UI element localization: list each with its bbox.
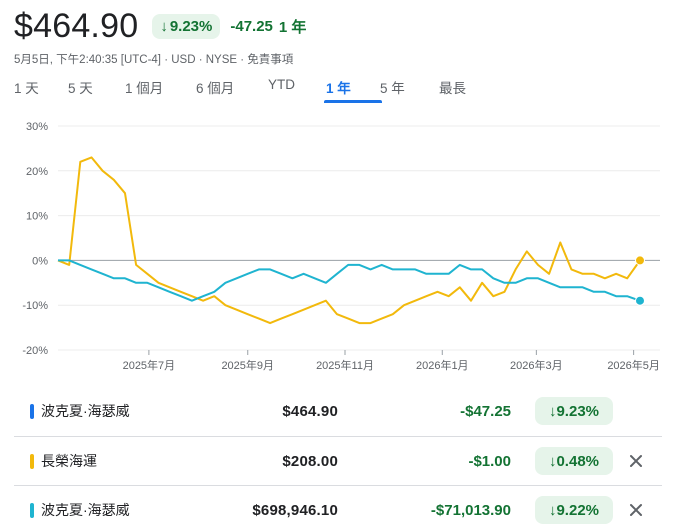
tab-ytd[interactable]: YTD bbox=[268, 77, 295, 92]
series-color-swatch bbox=[30, 502, 34, 518]
tab-1y[interactable]: 1 年 bbox=[324, 77, 382, 103]
series-end-marker bbox=[635, 255, 645, 266]
change-period: 1 年 bbox=[278, 18, 307, 36]
x-tick-label: 2025年7月 bbox=[123, 358, 176, 372]
tab-1m[interactable]: 1 個月 bbox=[125, 81, 164, 96]
legend-row[interactable]: 長榮海運 $208.00 -$1.00 ↓ 0.48% bbox=[14, 441, 662, 481]
series-line bbox=[58, 259, 641, 302]
x-tick-label: 2026年1月 bbox=[416, 358, 469, 372]
y-tick-label: 0% bbox=[32, 255, 48, 267]
series-change-percent-badge: ↓ 0.48% bbox=[535, 447, 613, 475]
arrow-down-icon: ↓ bbox=[548, 452, 557, 470]
y-tick-label: 30% bbox=[26, 121, 48, 133]
remove-series-icon[interactable] bbox=[626, 451, 646, 471]
series-change-absolute: -$1.00 bbox=[468, 452, 511, 470]
tab-5y[interactable]: 5 年 bbox=[380, 81, 405, 96]
series-name: 波克夏·海瑟威 bbox=[41, 403, 130, 419]
series-price: $464.90 bbox=[282, 402, 338, 420]
series-name: 波克夏·海瑟威 bbox=[41, 502, 130, 518]
legend-divider bbox=[14, 436, 662, 437]
series-end-marker bbox=[635, 295, 645, 306]
change-absolute: -47.25 bbox=[230, 17, 273, 35]
legend-divider bbox=[14, 485, 662, 486]
series-change-absolute: -$71,013.90 bbox=[430, 501, 511, 519]
series-change-percent: 9.22% bbox=[556, 501, 600, 519]
remove-series-icon[interactable] bbox=[626, 500, 646, 520]
y-tick-label: -10% bbox=[22, 300, 48, 312]
series-change-percent-badge: ↓ 9.23% bbox=[535, 397, 613, 425]
arrow-down-icon: ↓ bbox=[548, 501, 557, 519]
tab-1d[interactable]: 1 天 bbox=[14, 81, 39, 96]
change-percent-badge: ↓ 9.23% bbox=[152, 13, 221, 39]
quote-meta: 5月5日, 下午2:40:35 [UTC-4] · USD · NYSE · 免… bbox=[14, 54, 294, 66]
series-change-percent: 9.23% bbox=[556, 402, 600, 420]
x-tick-label: 2026年3月 bbox=[510, 358, 563, 372]
series-line bbox=[57, 156, 641, 325]
comparison-chart[interactable]: 30% 20% 10% 0% -10% -20% 2025年7月 2025年9月 2025年11… bbox=[0, 110, 679, 380]
series-color-swatch bbox=[30, 403, 34, 419]
x-tick-label: 2026年5月 bbox=[607, 358, 660, 372]
x-tick-label: 2025年9月 bbox=[221, 358, 274, 372]
tab-6m[interactable]: 6 個月 bbox=[196, 81, 235, 96]
y-tick-label: 10% bbox=[26, 211, 48, 223]
series-price: $698,946.10 bbox=[252, 501, 338, 519]
x-tick-label: 2025年11月 bbox=[316, 358, 374, 372]
series-color-swatch bbox=[30, 453, 34, 469]
series-change-absolute: -$47.25 bbox=[460, 402, 511, 420]
legend-row[interactable]: 波克夏·海瑟威 $464.90 -$47.25 ↓ 9.23% bbox=[14, 391, 662, 431]
series-price: $208.00 bbox=[282, 452, 338, 470]
arrow-down-icon: ↓ bbox=[160, 17, 168, 35]
range-tabs: 1 天 5 天 1 個月 6 個月 YTD 1 年 5 年 最長 bbox=[14, 77, 479, 103]
tab-max[interactable]: 最長 bbox=[439, 81, 466, 96]
current-price: $464.90 bbox=[14, 6, 139, 45]
arrow-down-icon: ↓ bbox=[548, 402, 557, 420]
change-percent: 9.23% bbox=[169, 17, 213, 35]
tab-5d[interactable]: 5 天 bbox=[68, 81, 93, 96]
legend-row[interactable]: 波克夏·海瑟威 $698,946.10 -$71,013.90 ↓ 9.22% bbox=[14, 490, 662, 530]
series-change-percent-badge: ↓ 9.22% bbox=[535, 496, 613, 524]
series-name: 長榮海運 bbox=[41, 453, 97, 469]
quote-header: $464.90 ↓ 9.23% -47.25 1 年 bbox=[14, 6, 306, 46]
series-change-percent: 0.48% bbox=[556, 452, 600, 470]
y-tick-label: 20% bbox=[26, 166, 48, 178]
y-tick-label: -20% bbox=[22, 345, 48, 357]
